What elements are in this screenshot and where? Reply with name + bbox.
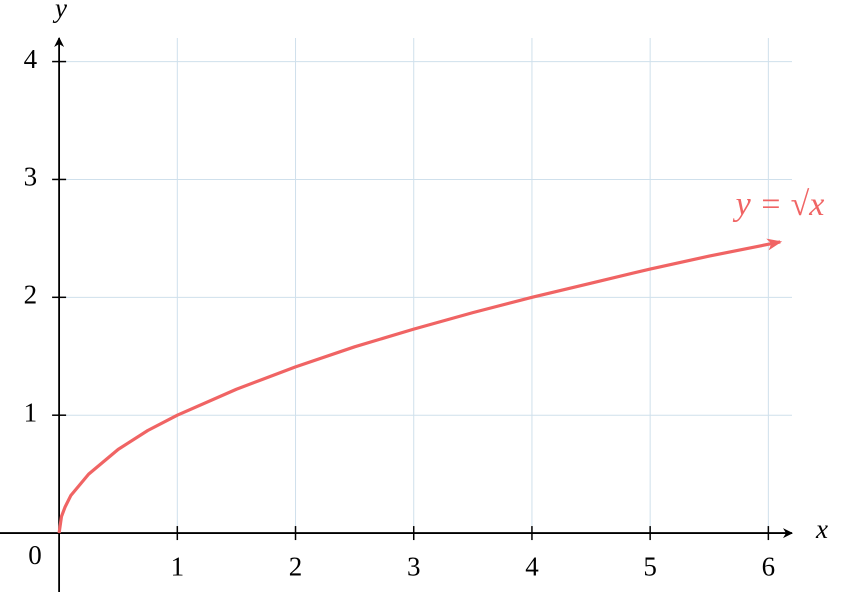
x-tick-label: 5	[643, 551, 657, 581]
x-tick-label: 1	[171, 551, 185, 581]
y-tick-label: 1	[24, 397, 38, 427]
x-tick-label: 2	[289, 551, 303, 581]
curve-annotation: y = √x	[733, 186, 825, 223]
x-tick-label: 4	[525, 551, 539, 581]
x-tick-label: 3	[407, 551, 421, 581]
y-tick-label: 2	[24, 280, 38, 310]
plot	[57, 238, 783, 534]
curve	[57, 238, 783, 534]
axes: 1 2 3 4 5 6 1 2 3 4	[0, 37, 793, 592]
y-axis-label: y	[52, 0, 67, 23]
x-axis-label: x	[815, 514, 828, 544]
y-tick-label: 3	[24, 162, 38, 192]
origin-label: 0	[28, 540, 42, 570]
x-tick-label: 6	[762, 551, 776, 581]
grid	[59, 38, 792, 534]
y-tick-label: 4	[24, 44, 38, 74]
